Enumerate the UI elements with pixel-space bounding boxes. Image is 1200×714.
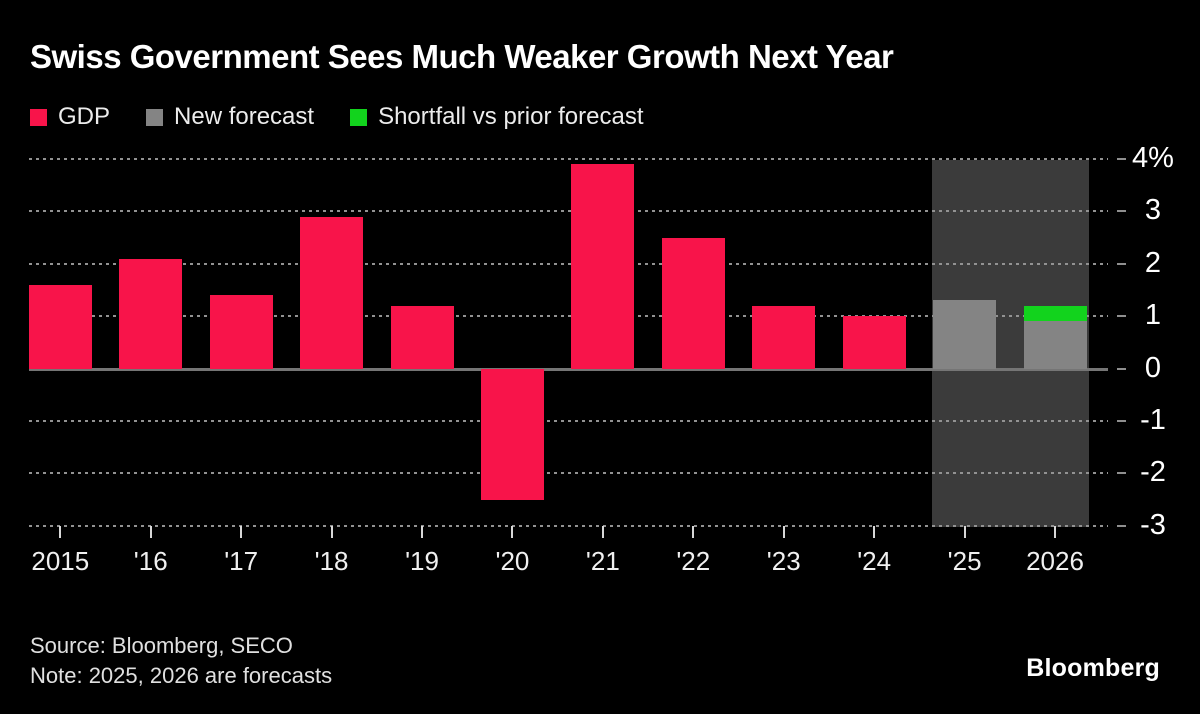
y-axis-tick-0	[1117, 367, 1126, 370]
source-text: Source: Bloomberg, SECO	[30, 633, 293, 658]
x-axis-label-21: '21	[585, 546, 620, 576]
legend-swatch-icon	[350, 108, 368, 126]
bloomberg-logo: Bloomberg	[1026, 654, 1160, 682]
footer-notes: Source: Bloomberg, SECO Note: 2025, 2026…	[30, 631, 332, 691]
gridline--2	[29, 472, 1108, 475]
y-axis-tick-3	[1117, 210, 1126, 213]
y-axis-tick--2	[1117, 472, 1126, 475]
x-axis-tick-20	[511, 526, 514, 538]
x-axis-label-19: '19	[405, 546, 439, 576]
x-axis-tick-23	[782, 526, 785, 538]
gridline--1	[29, 420, 1108, 422]
bar-gdp-21	[571, 164, 635, 369]
x-axis-tick-22	[692, 526, 695, 538]
gridline-1	[29, 315, 1108, 318]
shortfall-segment-2026	[1023, 305, 1087, 322]
x-axis-tick-24	[873, 526, 876, 538]
x-axis-label-24: '24	[857, 546, 892, 576]
note-text: Note: 2025, 2026 are forecasts	[30, 663, 333, 688]
y-axis-tick--1	[1117, 420, 1126, 422]
gridline-2	[29, 262, 1108, 265]
x-axis-tick-16	[149, 526, 152, 538]
y-axis-label-4: 4%	[1132, 142, 1174, 174]
x-axis-tick-2026	[1054, 526, 1057, 538]
y-axis-label-2: 2	[1144, 246, 1162, 279]
x-axis-label-25: '25	[947, 546, 982, 576]
x-axis-tick-19	[421, 526, 424, 538]
x-axis-label-23: '23	[766, 546, 801, 576]
bar-gdp-24	[842, 316, 906, 369]
bar-gdp-16	[119, 258, 183, 369]
x-axis-tick-21	[601, 526, 604, 538]
legend-label: GDP	[58, 103, 111, 130]
y-axis-tick--3	[1117, 524, 1126, 527]
x-axis-label-20: '20	[495, 546, 530, 576]
x-axis-label-2026: 2026	[1026, 546, 1084, 576]
y-axis-label-1: 1	[1144, 299, 1162, 332]
bar-gdp-2015	[28, 284, 92, 369]
legend-label: Shortfall vs prior forecast	[378, 103, 644, 130]
y-axis-label-0: 0	[1144, 351, 1162, 384]
bar-gdp-19	[390, 305, 454, 369]
bar-gdp-17	[209, 295, 273, 369]
y-axis-label--3: -3	[1140, 508, 1166, 541]
legend-item-0: GDP	[30, 103, 110, 131]
gridline--3	[29, 524, 1108, 527]
y-axis-tick-4	[1117, 158, 1126, 160]
bar-gdp-20	[480, 368, 544, 500]
x-axis-label-22: '22	[676, 546, 711, 576]
x-axis-label-2015: 2015	[31, 546, 90, 576]
y-axis-label--1: -1	[1140, 404, 1166, 436]
x-axis-label-17: '17	[224, 546, 259, 576]
x-axis-tick-25	[963, 526, 966, 538]
bar-new-forecast-25	[933, 300, 997, 369]
x-axis-tick-18	[330, 526, 333, 538]
chart-title: Swiss Government Sees Much Weaker Growth…	[30, 38, 894, 75]
gridline-4	[29, 158, 1108, 160]
bar-new-forecast-2026	[1023, 321, 1087, 369]
legend-item-1: New forecast	[146, 103, 314, 131]
legend-swatch-icon	[30, 108, 47, 126]
x-axis-label-18: '18	[314, 546, 349, 576]
bar-gdp-23	[752, 305, 816, 369]
x-axis-tick-17	[240, 526, 243, 538]
legend-swatch-icon	[146, 108, 164, 126]
x-axis-tick-2015	[59, 526, 62, 538]
zero-line	[29, 367, 1108, 371]
y-axis-label-3: 3	[1144, 194, 1162, 227]
bar-gdp-22	[661, 237, 725, 369]
y-axis-tick-1	[1117, 315, 1126, 318]
y-axis-tick-2	[1117, 262, 1126, 265]
y-axis-label--2: -2	[1140, 456, 1166, 489]
legend-label: New forecast	[174, 103, 315, 130]
legend-item-2: Shortfall vs prior forecast	[350, 103, 644, 131]
legend: GDP New forecast Shortfall vs prior foreca…	[30, 103, 644, 131]
x-axis-label-16: '16	[133, 546, 168, 576]
gridline-3	[29, 210, 1108, 213]
bar-gdp-18	[300, 216, 364, 369]
